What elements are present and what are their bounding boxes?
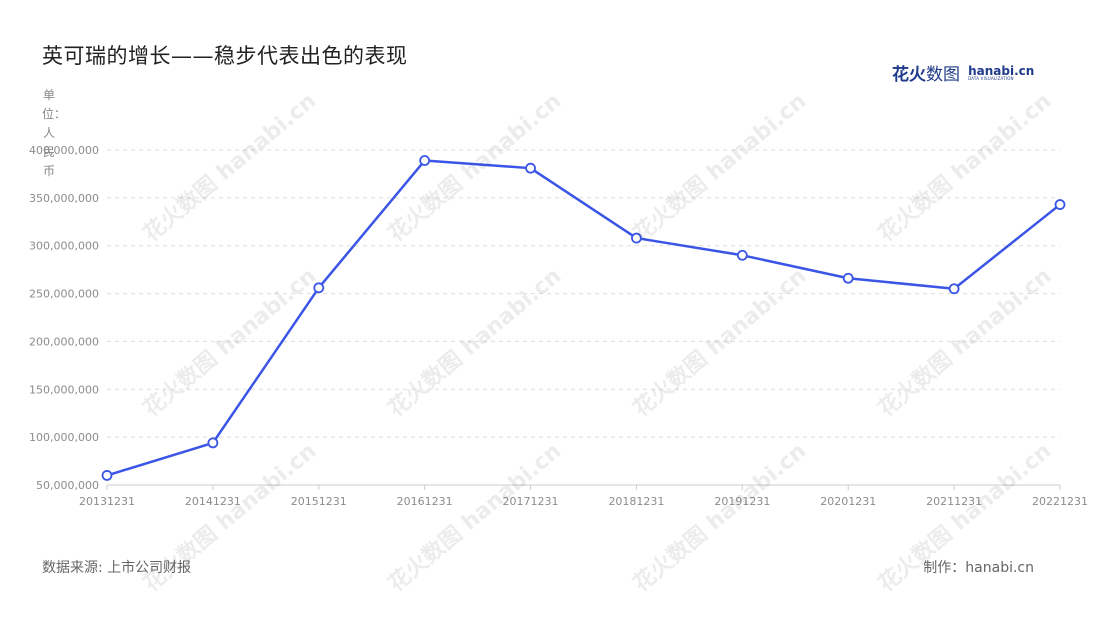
x-tick-label: 20211231 xyxy=(926,495,982,508)
logo-en-text: hanabi.cn DATA VISUALIZATION xyxy=(968,63,1035,81)
data-point xyxy=(842,272,854,284)
data-point xyxy=(631,232,642,244)
data-point xyxy=(736,249,748,261)
x-tick-label: 20221231 xyxy=(1032,495,1088,508)
x-tick-label: 20161231 xyxy=(397,495,453,508)
y-tick-label: 150,000,000 xyxy=(29,383,99,396)
y-tick-label: 50,000,000 xyxy=(36,479,99,492)
data-point xyxy=(948,283,960,295)
x-tick-label: 20171231 xyxy=(503,495,559,508)
data-source: 数据来源: 上市公司财报 xyxy=(42,560,192,576)
data-point xyxy=(525,162,536,174)
series-line xyxy=(106,159,1061,477)
axis-layer: 50,000,000 100,000,000 150,000,000 200,000,… xyxy=(29,144,1088,508)
y-tick-label: 100,000,000 xyxy=(29,431,99,444)
made-by: 制作：hanabi.cn xyxy=(923,560,1034,576)
data-point xyxy=(101,470,113,481)
x-tick-label: 20191231 xyxy=(714,495,770,508)
logo-cn-text: 花火数图 xyxy=(892,65,960,85)
y-tick-label: 350,000,000 xyxy=(29,192,99,205)
brand-logo: 花火数图 hanabi.cn DATA VISUALIZATION xyxy=(892,60,1035,86)
data-point xyxy=(1054,199,1066,210)
x-tick-label: 20181231 xyxy=(608,495,664,508)
y-axis-unit-label: 单位：人民币 xyxy=(42,88,67,178)
y-tick-label: 400,000,000 xyxy=(29,144,99,157)
data-point xyxy=(313,282,325,294)
data-point xyxy=(207,437,219,449)
grid-layer xyxy=(107,149,1060,438)
data-point xyxy=(419,155,431,166)
y-tick-label: 250,000,000 xyxy=(29,288,99,301)
y-tick-label: 200,000,000 xyxy=(29,335,99,348)
y-tick-label: 300,000,000 xyxy=(29,240,99,253)
x-tick-label: 20141231 xyxy=(185,495,241,508)
series-layer xyxy=(101,155,1066,481)
x-tick-label: 20151231 xyxy=(291,495,347,508)
x-tick-label: 20201231 xyxy=(820,495,876,508)
chart-title: 英可瑞的增长——稳步代表出色的表现 xyxy=(42,44,408,68)
x-tick-label: 20131231 xyxy=(79,495,135,508)
